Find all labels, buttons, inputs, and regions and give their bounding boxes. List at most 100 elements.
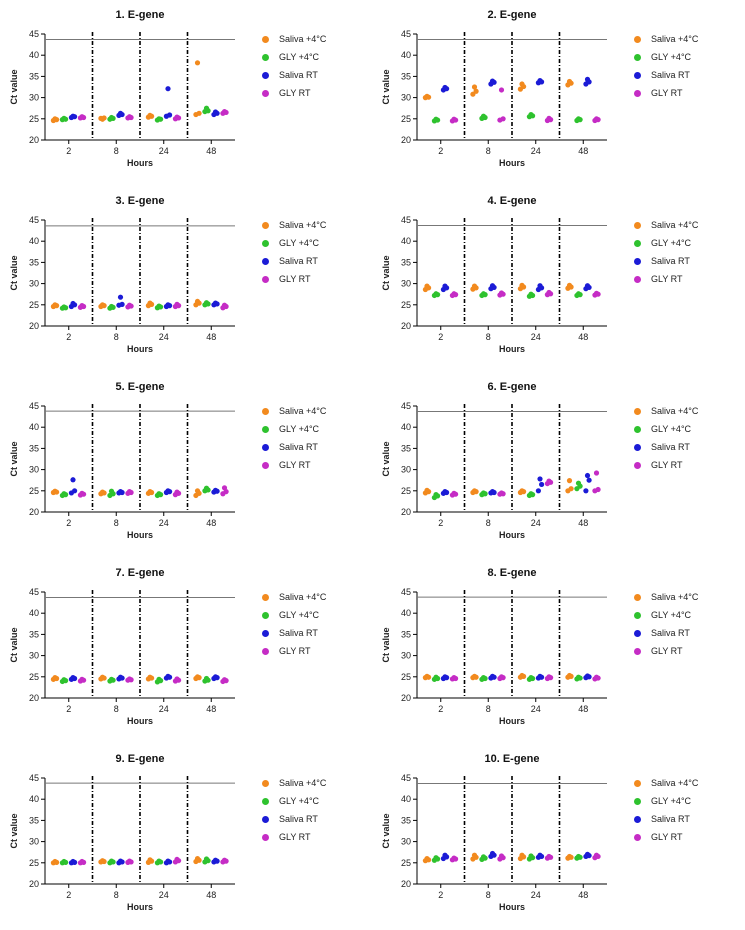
data-point xyxy=(548,117,554,123)
data-point xyxy=(165,86,171,92)
data-point xyxy=(444,854,450,860)
legend-item: Saliva RT xyxy=(634,810,698,828)
chart-title: 4. E-gene xyxy=(488,195,537,207)
data-point xyxy=(70,477,76,483)
y-tick-label: 20 xyxy=(29,135,39,145)
data-point xyxy=(482,855,488,861)
legend-marker xyxy=(262,407,269,415)
data-point xyxy=(473,489,479,495)
data-point xyxy=(223,109,229,116)
data-point xyxy=(548,854,554,860)
legend-item: Saliva RT xyxy=(634,66,698,84)
y-tick-label: 30 xyxy=(29,93,39,103)
data-point xyxy=(119,301,125,307)
legend-label: Saliva +4°C xyxy=(279,34,327,44)
y-tick-label: 25 xyxy=(29,858,39,868)
legend-item: Saliva +4°C xyxy=(262,402,326,420)
legend-label: GLY +4°C xyxy=(651,52,692,62)
legend-marker xyxy=(634,407,641,415)
legend-item: Saliva +4°C xyxy=(634,402,698,420)
y-tick-label: 40 xyxy=(29,236,39,246)
legend-marker xyxy=(262,53,269,61)
y-tick-label: 40 xyxy=(29,794,39,804)
legend-marker xyxy=(634,425,641,433)
x-tick-label: 8 xyxy=(114,890,119,900)
data-point xyxy=(500,116,506,122)
y-tick-label: 40 xyxy=(29,608,39,618)
legend-marker xyxy=(262,611,269,619)
legend-item: GLY +4°C xyxy=(634,792,698,810)
data-point xyxy=(537,476,543,482)
data-point xyxy=(568,854,574,860)
legend-marker xyxy=(634,275,641,283)
data-point xyxy=(577,675,583,681)
legend-label: GLY RT xyxy=(279,460,311,470)
data-point xyxy=(158,304,164,310)
y-tick-label: 25 xyxy=(401,672,411,682)
data-point xyxy=(498,87,505,93)
legend-item: GLY RT xyxy=(634,270,698,288)
y-tick-label: 20 xyxy=(401,507,411,517)
legend-item: Saliva +4°C xyxy=(634,774,698,792)
legend-item: Saliva +4°C xyxy=(262,30,326,48)
legend-item: GLY +4°C xyxy=(634,606,698,624)
legend-marker xyxy=(634,89,641,97)
legend-marker xyxy=(262,629,269,637)
data-point xyxy=(435,117,441,123)
data-point xyxy=(426,674,432,680)
data-point xyxy=(444,675,450,681)
x-axis-label: Hours xyxy=(499,344,525,354)
data-point xyxy=(63,492,69,498)
legend-label: GLY RT xyxy=(651,646,683,656)
chart-title: 6. E-gene xyxy=(488,381,537,393)
data-point xyxy=(453,117,459,123)
data-point xyxy=(81,114,87,121)
legend-item: GLY RT xyxy=(634,84,698,102)
y-tick-label: 25 xyxy=(401,114,411,124)
legend-item: GLY +4°C xyxy=(262,606,326,624)
data-point xyxy=(482,491,488,497)
x-tick-label: 2 xyxy=(66,704,71,714)
data-point xyxy=(453,292,459,298)
y-tick-label: 45 xyxy=(401,401,411,411)
x-tick-label: 8 xyxy=(114,518,119,528)
chart-panel: 6. E-gene 20 25 30 35 40 45 Ct value 2 8 24 48 Hours xyxy=(381,381,607,540)
legend-marker xyxy=(634,53,641,61)
data-point xyxy=(54,117,60,123)
y-tick-label: 20 xyxy=(29,507,39,517)
legend-marker xyxy=(262,779,269,787)
data-point xyxy=(63,678,69,684)
data-point xyxy=(473,674,479,680)
legend-item: Saliva RT xyxy=(262,66,326,84)
data-point xyxy=(110,859,116,865)
chart-panel: 10. E-gene 20 25 30 35 40 45 Ct value 2 8 24 48 Hour… xyxy=(381,753,607,912)
data-point xyxy=(119,111,125,118)
data-point xyxy=(500,675,506,681)
data-point xyxy=(149,113,155,119)
data-point xyxy=(167,112,173,118)
legend-label: Saliva RT xyxy=(279,442,318,452)
data-point xyxy=(149,301,155,307)
legend: Saliva +4°C GLY +4°C Saliva RT GLY RT xyxy=(634,588,698,660)
chart-title: 3. E-gene xyxy=(116,195,165,207)
legend-label: GLY +4°C xyxy=(279,424,320,434)
data-point xyxy=(568,284,574,290)
legend-label: GLY RT xyxy=(279,88,311,98)
chart-panel: 3. E-gene 20 25 30 35 40 45 Ct value 2 8 24 48 Hours xyxy=(9,195,235,354)
data-point xyxy=(539,79,545,85)
data-point xyxy=(586,674,592,680)
data-point xyxy=(196,300,202,306)
y-tick-label: 25 xyxy=(29,300,39,310)
x-axis-label: Hours xyxy=(127,716,153,726)
x-tick-label: 8 xyxy=(486,332,491,342)
legend-label: GLY +4°C xyxy=(651,796,692,806)
data-point xyxy=(167,489,173,495)
data-point xyxy=(149,489,155,496)
data-point xyxy=(595,291,601,297)
data-point xyxy=(435,292,441,298)
data-point xyxy=(214,858,220,864)
data-point xyxy=(491,852,497,858)
legend-label: GLY RT xyxy=(279,646,311,656)
chart-panel: 1. E-gene 20 25 30 35 40 45 Ct value 2 8 24 48 Hours xyxy=(9,9,235,168)
data-point xyxy=(586,477,592,483)
